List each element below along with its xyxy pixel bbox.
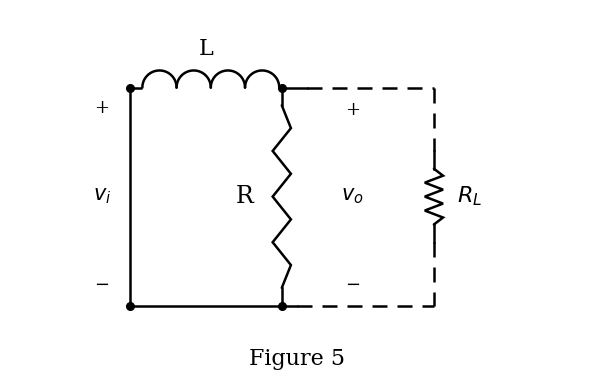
Text: +: +	[345, 101, 361, 119]
Text: −: −	[94, 276, 109, 294]
Text: $v_o$: $v_o$	[342, 187, 364, 206]
Text: R: R	[236, 185, 254, 208]
Text: +: +	[94, 99, 109, 117]
Text: $R_L$: $R_L$	[457, 185, 482, 208]
Text: $v_i$: $v_i$	[93, 187, 111, 206]
Text: L: L	[198, 38, 213, 60]
Text: −: −	[345, 276, 361, 294]
Text: Figure 5: Figure 5	[249, 348, 345, 370]
